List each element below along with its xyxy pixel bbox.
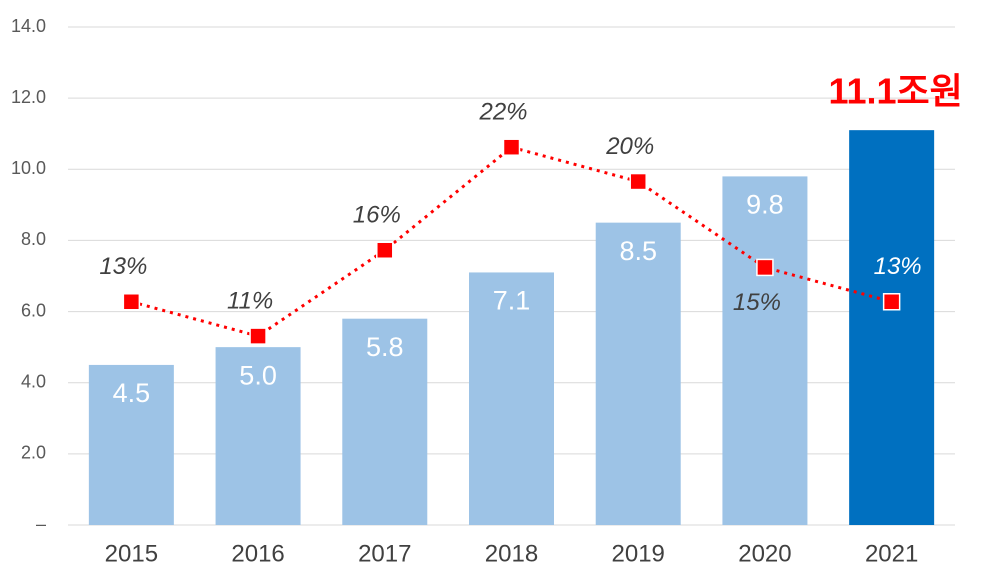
line-marker (376, 241, 394, 259)
y-tick-label: 4.0 (21, 371, 46, 391)
line-marker (629, 172, 647, 191)
line-value-label: 22% (478, 99, 527, 126)
y-tick-label: 6.0 (21, 300, 46, 320)
line-value-label: 11% (227, 287, 273, 314)
bar-value-label: 7.1 (493, 286, 531, 316)
x-tick-label: 2019 (612, 540, 665, 567)
bar (215, 347, 301, 525)
x-tick-label: 2020 (738, 540, 791, 567)
line-value-label: 16% (353, 202, 401, 229)
bar (722, 176, 808, 525)
line-value-label: 15% (733, 289, 781, 316)
x-tick-label: 2015 (105, 540, 158, 567)
bar (595, 222, 681, 525)
y-tick-label: 14.0 (11, 16, 46, 36)
annotation: 11.1조원 (828, 71, 962, 112)
line-marker (122, 293, 141, 311)
y-tick-label: 12.0 (11, 87, 46, 107)
bar (849, 130, 935, 525)
bar-value-label: 4.5 (113, 378, 151, 408)
line-value-label: 13% (99, 253, 147, 280)
line-value-label: 20% (605, 133, 654, 160)
x-tick-label: 2021 (865, 540, 918, 567)
line-marker (756, 258, 774, 277)
bar-value-label: 5.0 (239, 360, 277, 390)
y-tick-label: 2.0 (21, 443, 46, 463)
bar (342, 318, 428, 525)
line-marker (249, 327, 267, 345)
x-tick-label: 2018 (485, 540, 538, 567)
y-tick-label: 10.0 (11, 158, 46, 178)
x-tick-label: 2016 (231, 540, 284, 567)
bar (469, 272, 554, 525)
y-tick-label: 8.0 (21, 229, 46, 249)
bar (88, 364, 174, 525)
line-value-label: 13% (874, 253, 922, 280)
y-tick-label: – (36, 514, 46, 534)
line-marker (882, 293, 901, 311)
x-tick-label: 2017 (358, 540, 411, 567)
line-marker (502, 138, 521, 156)
bar-value-label: 9.8 (746, 190, 784, 220)
bar-value-label: 5.8 (366, 332, 404, 362)
bar-value-label: 8.5 (619, 236, 657, 266)
